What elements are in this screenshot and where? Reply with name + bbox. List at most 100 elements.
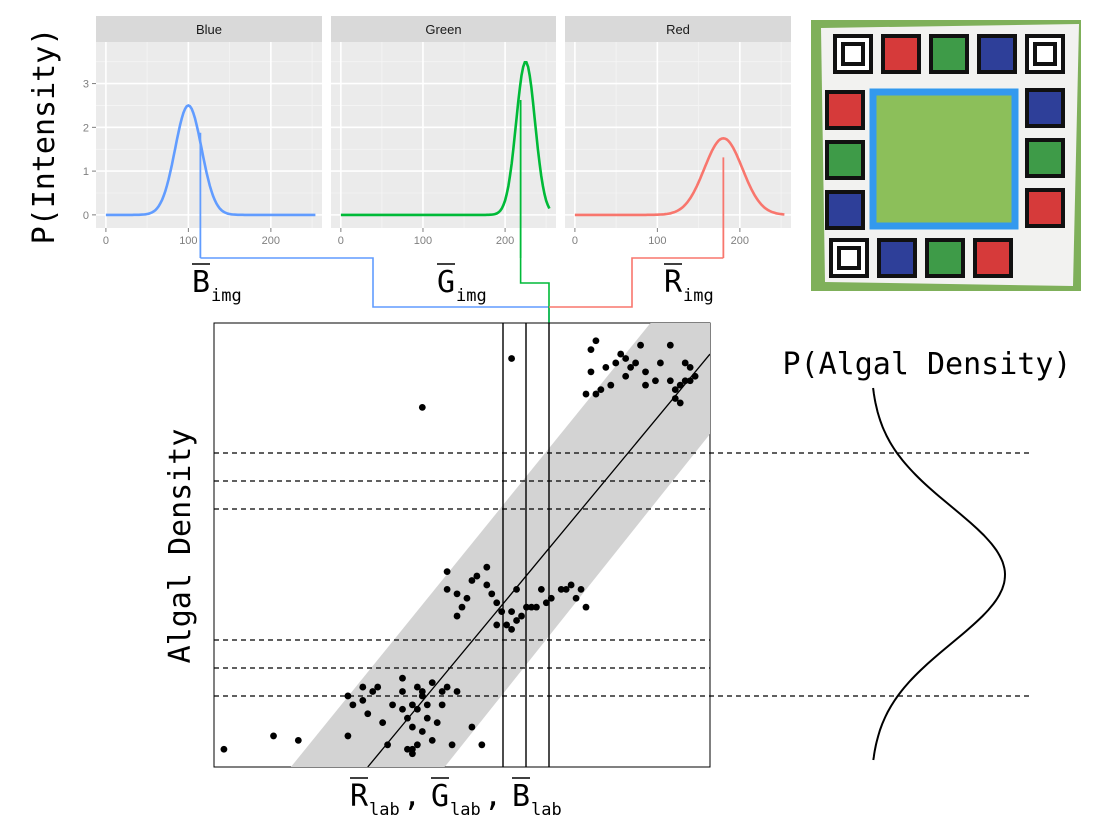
data-point — [503, 621, 511, 629]
data-point — [681, 377, 689, 385]
x-label-separator: , — [403, 779, 421, 814]
y-tick-label: 3 — [83, 79, 89, 91]
data-point — [557, 586, 565, 593]
color-tile-white — [833, 34, 873, 74]
data-point — [413, 683, 421, 691]
x-tick-label: 0 — [338, 235, 344, 247]
color-tile-white — [829, 238, 869, 278]
algal-density-curve — [872, 387, 1007, 761]
data-point — [508, 625, 515, 633]
data-point — [666, 377, 674, 385]
data-point — [671, 386, 679, 393]
data-point — [220, 745, 228, 753]
data-point — [409, 701, 416, 709]
data-point — [572, 594, 580, 602]
data-point — [384, 741, 391, 749]
strip-label: Blue — [196, 22, 222, 37]
mean-label-sub: img — [456, 286, 487, 306]
data-point — [498, 608, 506, 615]
data-point — [488, 590, 496, 598]
data-point — [349, 701, 357, 709]
data-point — [418, 728, 426, 735]
data-point — [686, 364, 694, 371]
data-point — [483, 581, 491, 589]
x-label-main: R — [350, 779, 369, 814]
data-point — [666, 341, 674, 349]
connector-green — [519, 258, 550, 323]
data-point — [478, 741, 486, 749]
data-point — [622, 355, 630, 362]
data-point — [473, 572, 481, 580]
data-point — [592, 337, 600, 345]
data-point — [632, 359, 639, 367]
data-point — [433, 719, 441, 726]
density-threshold-lines — [214, 452, 1032, 697]
strip-label: Green — [425, 22, 461, 37]
data-point — [404, 745, 411, 753]
data-point — [513, 617, 520, 624]
data-point — [518, 612, 525, 620]
data-point — [428, 679, 436, 687]
scatter-y-axis-label: Algal Density — [163, 429, 198, 664]
data-point — [627, 364, 635, 371]
data-point — [453, 590, 461, 598]
data-point — [409, 723, 416, 731]
data-point — [438, 701, 446, 709]
data-point — [528, 603, 535, 611]
data-point — [513, 586, 520, 593]
data-point — [691, 372, 699, 380]
data-point — [418, 403, 426, 411]
data-point — [597, 386, 605, 393]
data-point — [607, 381, 615, 389]
x-tick-label: 100 — [648, 235, 666, 247]
data-point — [379, 719, 387, 726]
data-point — [542, 599, 550, 607]
data-point — [533, 603, 540, 611]
strip-label: Red — [666, 22, 690, 37]
data-point — [657, 359, 664, 367]
data-point — [369, 688, 377, 695]
color-tile-red — [825, 90, 865, 130]
data-point — [399, 688, 406, 695]
data-point — [637, 341, 644, 349]
color-tile-blue — [977, 34, 1017, 74]
x-tick-label: 0 — [572, 235, 578, 247]
scatter-plot-area — [220, 323, 710, 767]
data-point — [423, 701, 431, 709]
data-point — [587, 368, 595, 376]
data-point — [602, 364, 610, 371]
data-point — [399, 705, 406, 713]
x-label-main: B — [512, 779, 530, 814]
data-point — [409, 750, 416, 758]
data-point — [681, 359, 689, 367]
data-point — [399, 674, 406, 682]
data-point — [270, 732, 277, 740]
x-tick-label: 100 — [414, 235, 432, 247]
data-point — [582, 603, 590, 611]
data-point — [458, 603, 466, 611]
color-tile-green — [929, 34, 969, 74]
calibration-card-photo — [811, 20, 1081, 291]
x-label-sub: lab — [531, 800, 562, 820]
data-point — [344, 732, 352, 740]
data-point — [642, 368, 649, 376]
hist-y-axis-label: P(Intensity) — [27, 28, 62, 245]
data-point — [468, 577, 476, 584]
data-point — [562, 586, 570, 593]
color-tile-green — [1025, 138, 1065, 178]
data-point — [463, 594, 471, 602]
color-tile-green — [925, 238, 965, 278]
color-tile-red — [973, 238, 1013, 278]
x-label-separator: , — [484, 779, 502, 814]
data-point — [537, 586, 545, 593]
mean-label-sub: img — [211, 286, 242, 306]
panel-background — [565, 42, 791, 228]
data-point — [612, 359, 620, 367]
data-point — [642, 381, 649, 389]
selected-region — [869, 88, 1019, 230]
data-point — [617, 350, 625, 358]
data-point — [428, 736, 436, 744]
